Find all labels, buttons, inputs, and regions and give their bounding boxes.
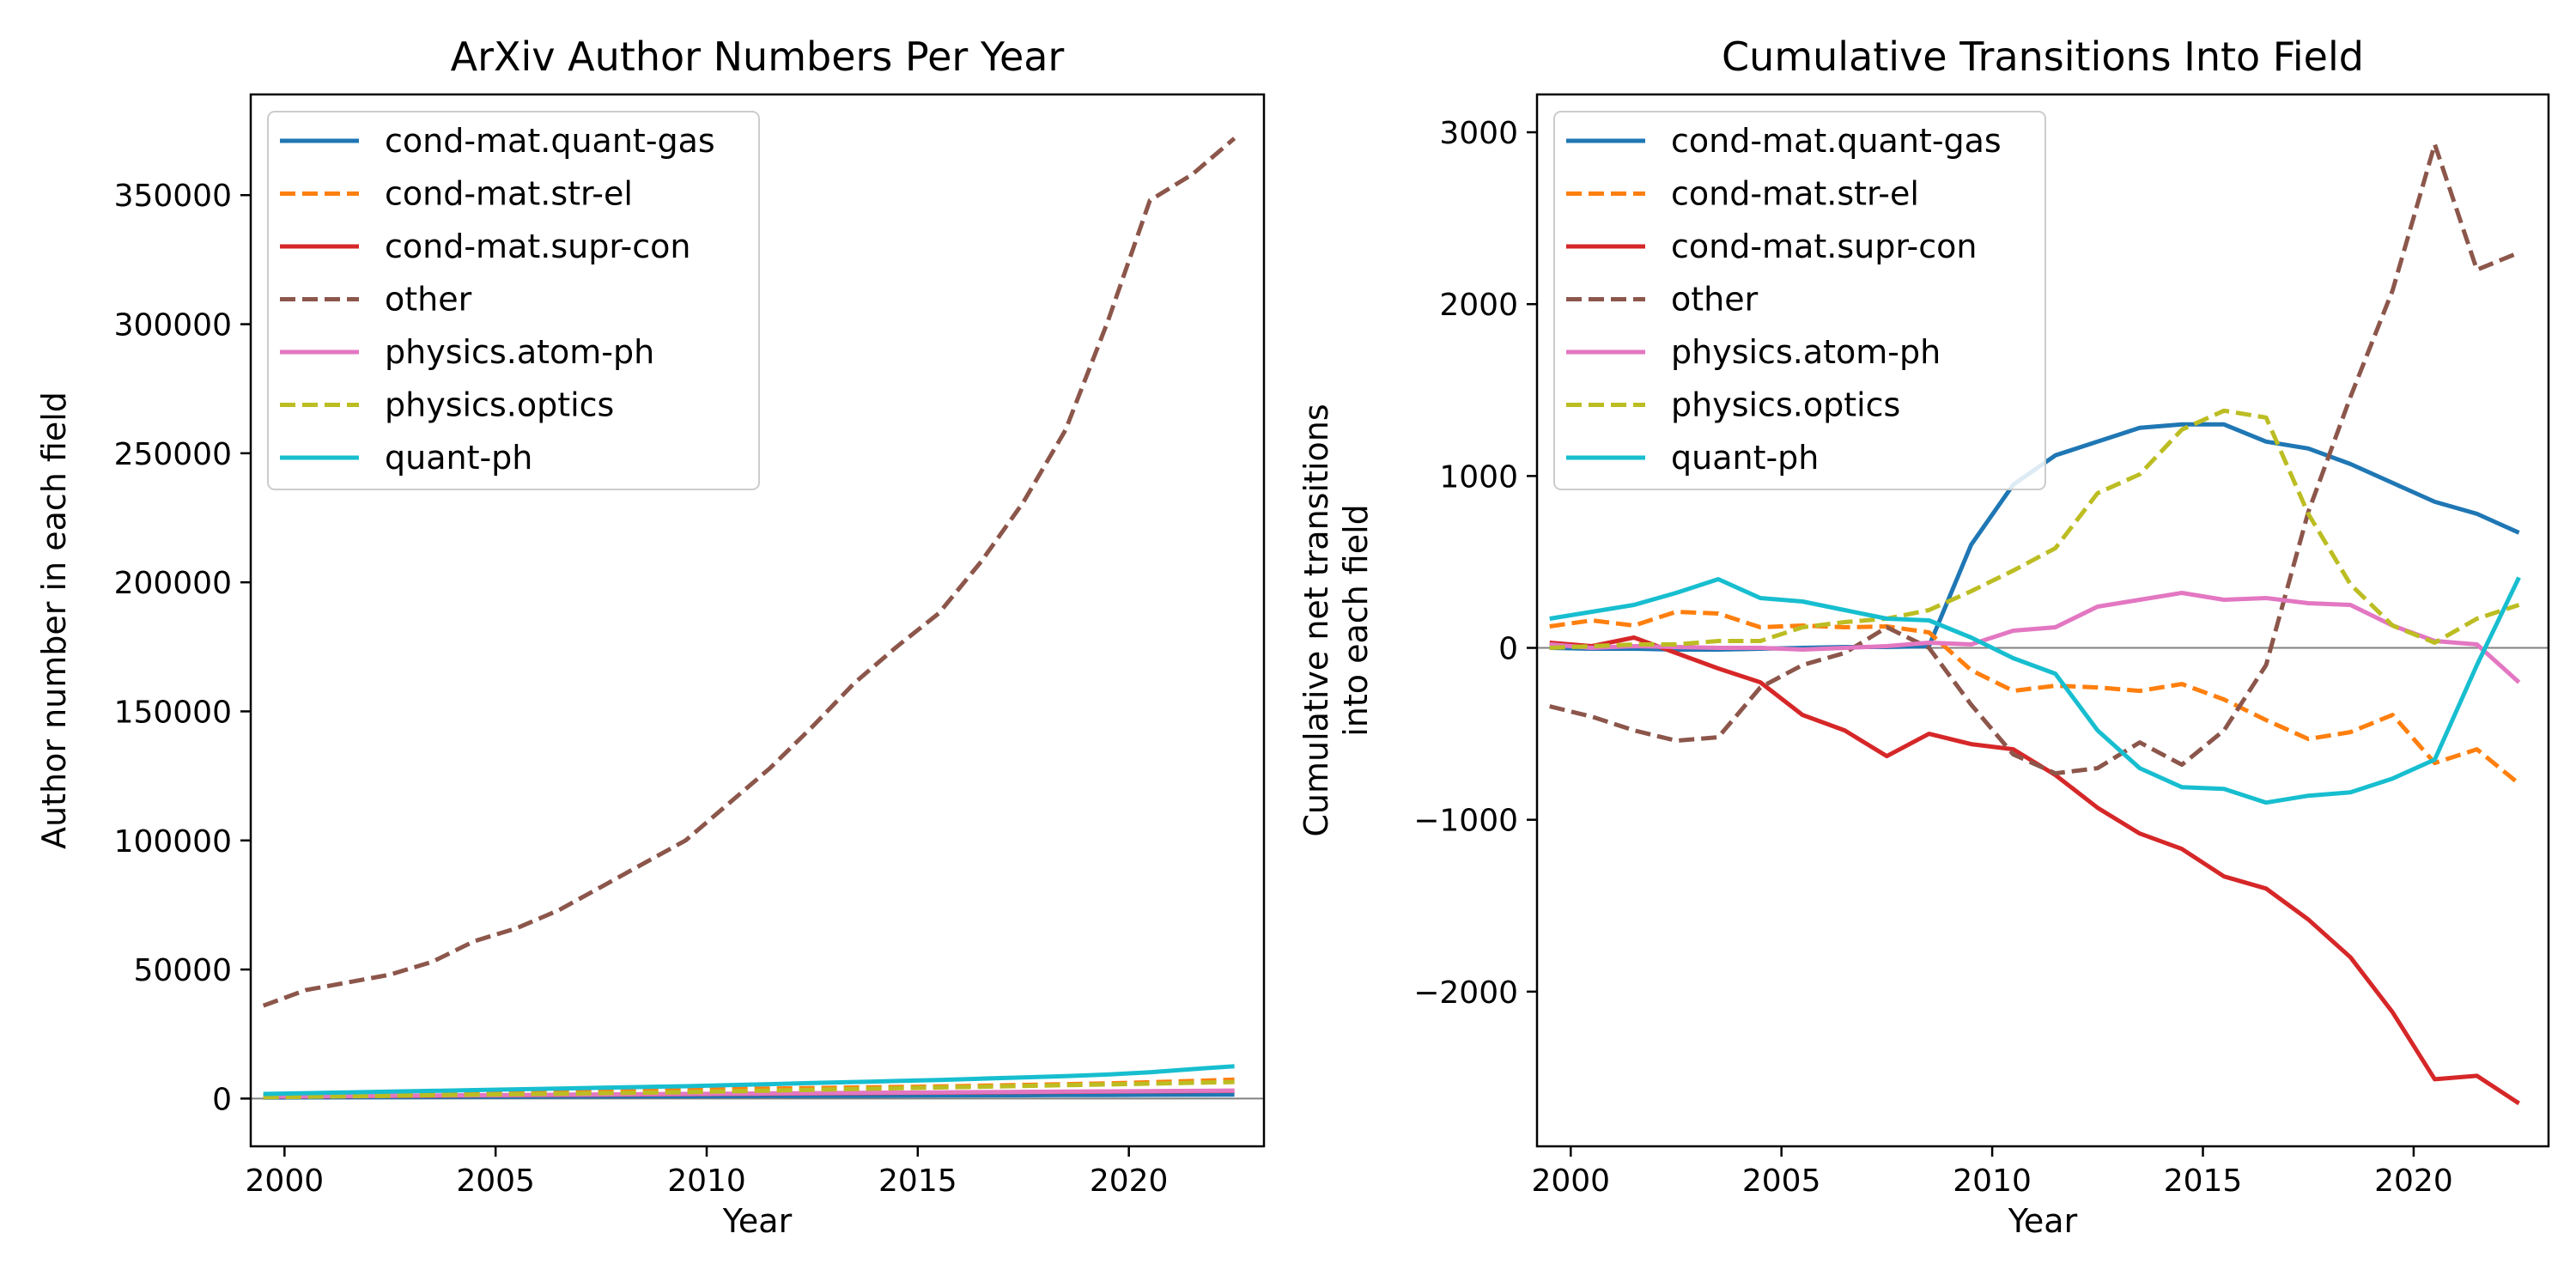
plot-frame <box>249 93 1266 1148</box>
series-line-physics-optics <box>1549 408 2520 650</box>
y-tick-label: 300000 <box>114 308 232 343</box>
y-tick-label: 0 <box>212 1082 232 1117</box>
series-line-physics-atom-ph <box>1549 591 2521 684</box>
y-tick-label: 350000 <box>114 179 232 214</box>
legend-entry: physics.optics <box>385 386 614 424</box>
y-tick-label: 200000 <box>114 566 232 601</box>
legend-box <box>1553 111 2046 490</box>
y-tick-label: 100000 <box>114 824 232 860</box>
x-tick-label: 2000 <box>1531 1163 1610 1199</box>
y-tick-label: 250000 <box>114 437 232 472</box>
series-line-other <box>262 137 1236 1008</box>
x-tick-label: 2005 <box>1742 1163 1821 1199</box>
legend: cond-mat.quant-gas cond-mat.str-el cond-ma… <box>1553 111 2046 490</box>
x-tick-label: 2020 <box>2374 1163 2453 1199</box>
x-axis-label: Year <box>2008 1202 2078 1240</box>
legend-entry: cond-mat.quant-gas <box>1671 122 2002 160</box>
y-tick-label: 2000 <box>1439 288 1518 323</box>
legend-entry: cond-mat.supr-con <box>1671 228 1977 265</box>
legend-entry: physics.optics <box>1671 386 1900 424</box>
legend-entry: physics.atom-ph <box>1671 333 1941 371</box>
plot-frame <box>1535 93 2550 1148</box>
y-tick-label: 3000 <box>1439 116 1518 151</box>
legend-entry: quant-ph <box>1671 439 1819 477</box>
legend-entry: cond-mat.supr-con <box>385 228 690 265</box>
x-tick-label: 2020 <box>1090 1163 1169 1199</box>
x-tick-label: 2010 <box>1953 1163 2032 1199</box>
legend-entry: other <box>385 281 472 319</box>
y-tick-label: 150000 <box>114 695 232 730</box>
y-axis-label: into each field <box>1337 504 1375 737</box>
y-tick-label: 1000 <box>1439 459 1518 495</box>
y-tick-label: −1000 <box>1413 804 1518 839</box>
series-line-other <box>1549 142 2520 776</box>
x-tick-label: 2005 <box>456 1163 535 1199</box>
x-axis-label: Year <box>722 1202 793 1240</box>
series-line-physics-optics <box>263 1079 1235 1100</box>
y-tick-label: 0 <box>1498 632 1518 667</box>
series-line-quant-ph <box>263 1064 1235 1097</box>
y-tick-label: 50000 <box>133 953 232 988</box>
legend-box <box>267 111 760 490</box>
series-line-quant-ph <box>1549 576 2521 805</box>
legend-entry: cond-mat.str-el <box>1671 175 1919 213</box>
x-tick-label: 2015 <box>2164 1163 2243 1199</box>
chart-cumulative-transitions: 2000 2005 2010 2015 2020 −2000 −1000 0 1000 2000 3… <box>1297 33 2550 1240</box>
y-axis-label: Cumulative net transitions <box>1297 404 1335 836</box>
legend: cond-mat.quant-gas cond-mat.str-el cond-ma… <box>267 111 760 490</box>
legend-entry: cond-mat.str-el <box>385 175 633 213</box>
legend-entry: quant-ph <box>385 439 532 477</box>
x-tick-label: 2015 <box>878 1163 957 1199</box>
chart-title: Cumulative Transitions Into Field <box>1722 33 2364 80</box>
legend-entry: cond-mat.quant-gas <box>385 122 715 160</box>
x-tick-label: 2010 <box>667 1163 746 1199</box>
x-tick-label: 2000 <box>246 1163 325 1199</box>
legend-entry: other <box>1671 281 1759 319</box>
chart-title: ArXiv Author Numbers Per Year <box>451 33 1065 80</box>
y-tick-label: −2000 <box>1413 975 1518 1011</box>
series-line-cond-mat-str-el <box>1549 610 2521 786</box>
chart-author-numbers: 2000 2005 2010 2015 2020 0 50000 100000 150000 20… <box>35 33 1266 1240</box>
y-axis-label: Author number in each field <box>35 392 73 849</box>
legend-entry: physics.atom-ph <box>385 333 654 371</box>
